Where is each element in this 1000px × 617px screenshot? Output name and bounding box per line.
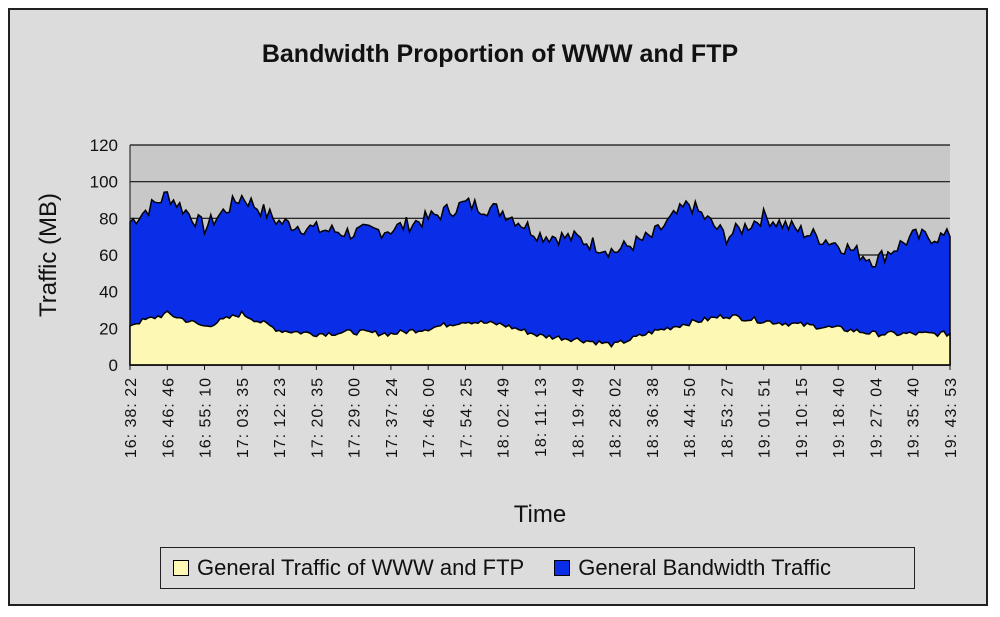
x-tick-label: 17: 29: 00 [347,377,364,458]
y-tick-label: 120 [90,136,118,155]
x-tick-label: 19: 43: 53 [943,377,960,458]
y-tick-label: 100 [90,173,118,192]
x-tick-label: 16: 55: 10 [198,377,215,458]
legend-label-www-ftp: General Traffic of WWW and FTP [197,555,525,580]
x-tick-label: 17: 20: 35 [309,377,326,458]
x-tick-label: 19: 27: 04 [868,377,885,458]
y-tick-label: 0 [109,356,118,375]
x-tick-label: 18: 11: 13 [533,377,550,457]
x-tick-label: 17: 03: 35 [235,377,252,458]
x-tick-label: 17: 46: 00 [421,377,438,458]
x-tick-label: 16: 46: 46 [160,377,177,458]
legend-swatch-bandwidth [554,560,571,576]
x-tick-label: 18: 36: 38 [645,377,662,458]
x-tick-label: 18: 44: 50 [682,377,699,458]
x-tick-label: 19: 18: 40 [831,377,848,458]
y-tick-label: 80 [99,209,118,228]
y-tick-label: 60 [99,246,118,265]
x-tick-label: 17: 37: 24 [384,377,401,458]
legend: General Traffic of WWW and FTP General B… [160,547,915,589]
legend-label-bandwidth: General Bandwidth Traffic [578,555,831,580]
legend-item-bandwidth: General Bandwidth Traffic [554,555,831,581]
legend-swatch-www-ftp [173,560,189,576]
chart-title: Bandwidth Proportion of WWW and FTP [261,40,739,68]
x-axis-title: Time [514,501,566,528]
y-tick-label: 40 [99,283,118,302]
x-tick-label: 18: 28: 02 [608,377,625,458]
x-ticks: 16: 38: 22 16: 46: 46 16: 55: 10 17: 03: 35… [123,365,960,458]
y-tick-label: 20 [99,319,118,338]
x-tick-label: 16: 38: 22 [123,377,140,458]
x-tick-label: 18: 53: 27 [719,377,736,458]
series-general-traffic-of-www-and-ftp [129,310,951,366]
x-tick-label: 18: 19: 49 [570,377,587,458]
x-tick-label: 17: 54: 25 [458,377,475,458]
y-ticks: 0 20 40 60 80 100 120 [90,136,118,375]
y-axis-title: Traffic (MB) [35,193,62,317]
x-tick-label: 19: 35: 40 [906,377,923,458]
legend-item-www-ftp: General Traffic of WWW and FTP [173,555,524,581]
x-tick-label: 18: 02: 49 [496,377,513,458]
x-tick-label: 17: 12: 23 [272,377,289,458]
x-tick-label: 19: 01: 51 [757,377,774,458]
x-tick-label: 19: 10: 15 [794,377,811,458]
